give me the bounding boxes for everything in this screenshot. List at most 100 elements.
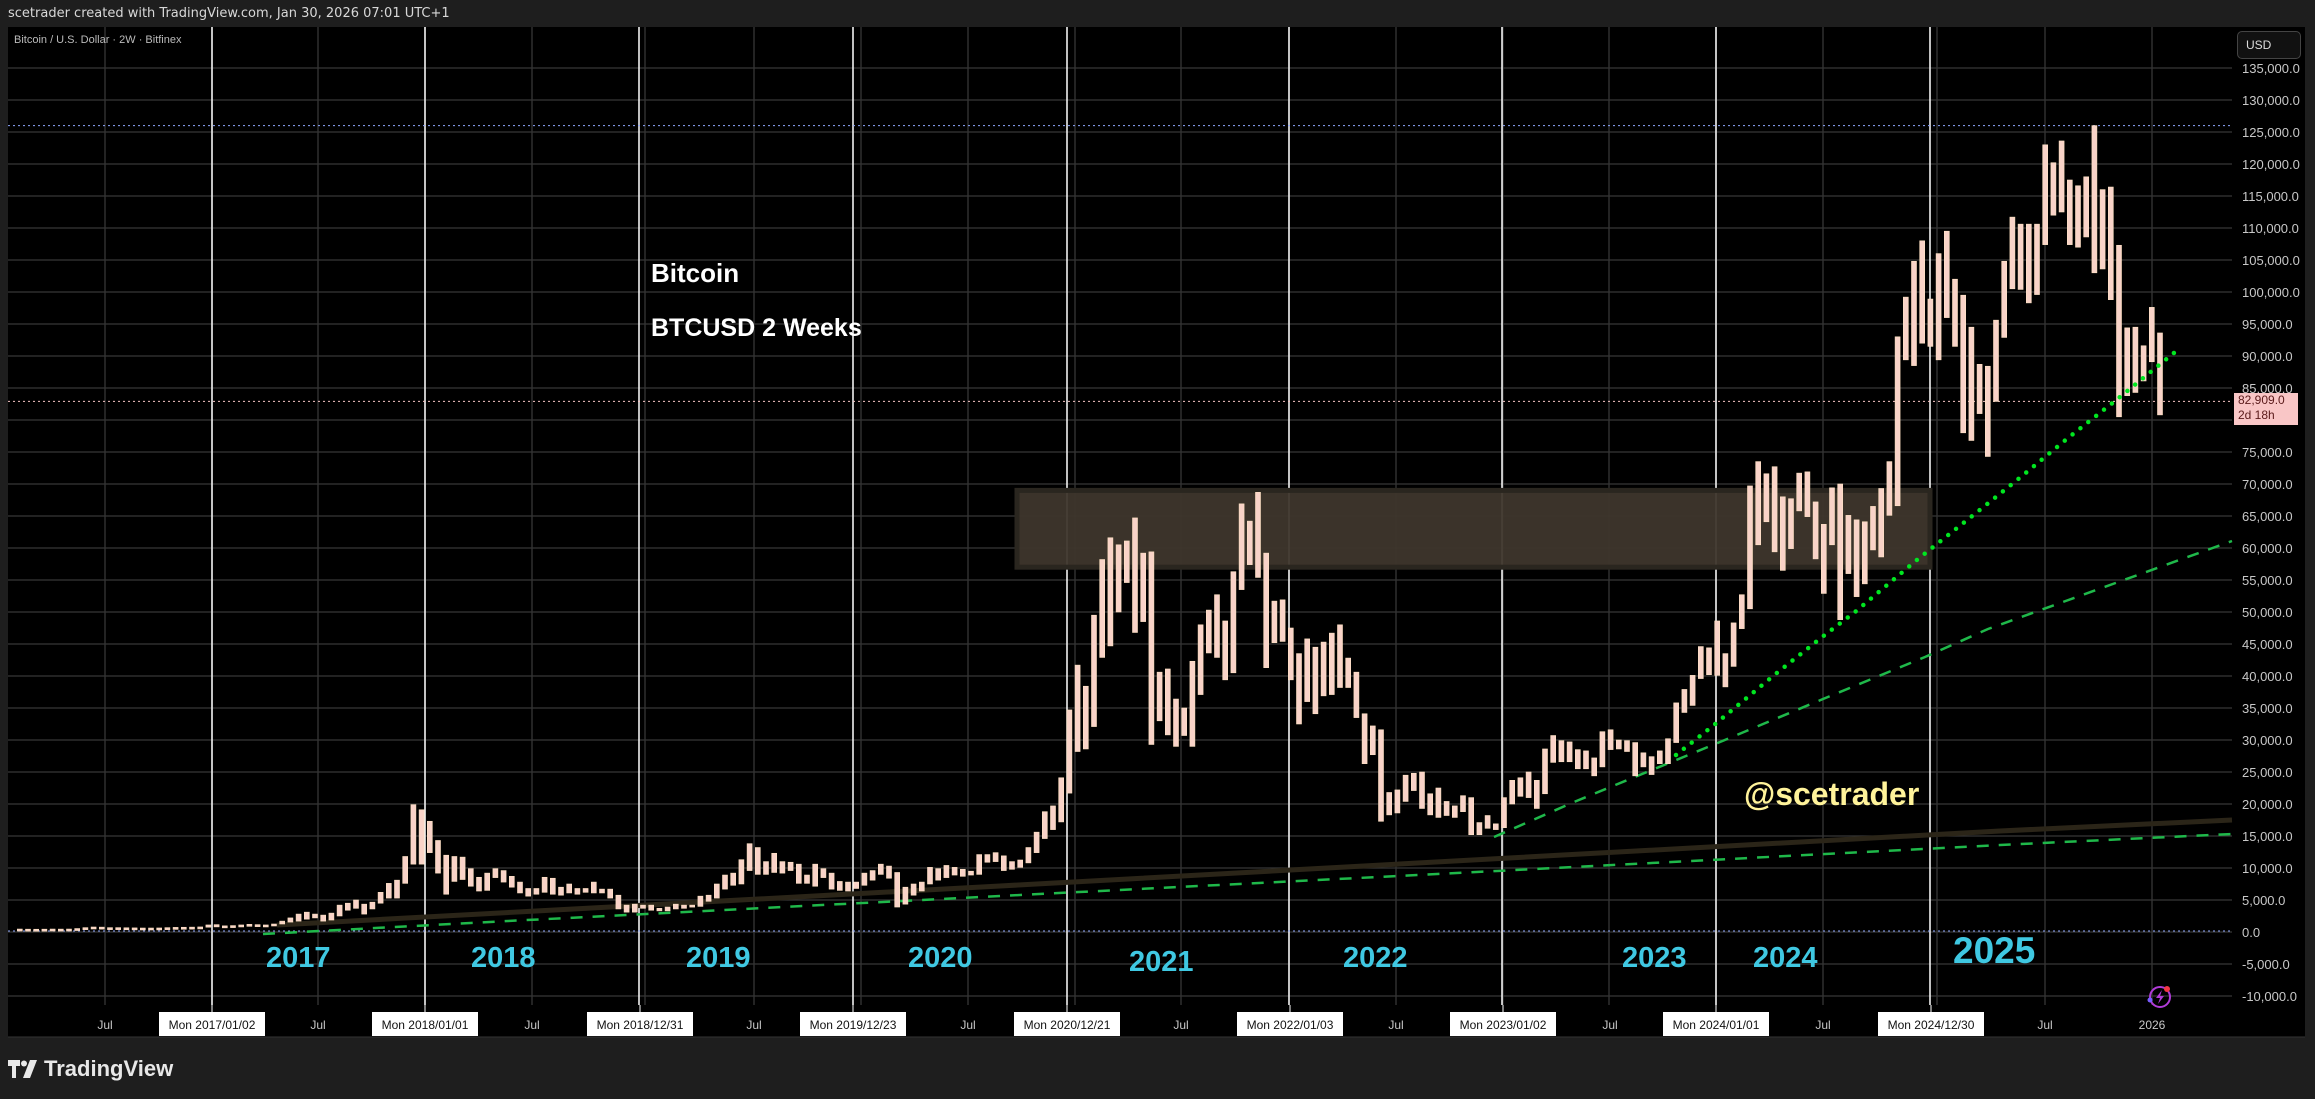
time-tick-label: Mon 2017/01/02 bbox=[169, 1018, 256, 1032]
tradingview-brand: TradingView bbox=[44, 1056, 174, 1081]
resistance-zone[interactable] bbox=[1014, 487, 1933, 570]
price-tick-label: 40,000.0 bbox=[2242, 669, 2293, 684]
time-tick-label: Mon 2022/01/03 bbox=[1247, 1018, 1334, 1032]
price-tick-label: 50,000.0 bbox=[2242, 605, 2293, 620]
price-bar bbox=[730, 872, 737, 886]
dashed-trendline[interactable] bbox=[1493, 539, 2233, 839]
price-bars bbox=[16, 125, 2163, 932]
price-bar bbox=[82, 927, 89, 930]
price-bar bbox=[1189, 660, 1196, 747]
price-bar bbox=[1689, 675, 1696, 706]
lightning-icon[interactable] bbox=[2147, 986, 2171, 1008]
chart-subtitle-annotation[interactable]: BTCUSD 2 Weeks bbox=[651, 314, 862, 342]
price-bar bbox=[123, 927, 130, 931]
price-axis-labels[interactable]: 135,000.0 130,000.0 125,000.0 120,000.0 115,… bbox=[2242, 61, 2300, 1004]
price-bar bbox=[853, 881, 860, 889]
price-bar bbox=[1460, 795, 1466, 812]
price-bar bbox=[66, 928, 72, 932]
price-bar bbox=[681, 904, 687, 909]
bar-countdown: 2d 18h bbox=[2238, 408, 2275, 422]
price-bar bbox=[230, 925, 236, 928]
price-bar bbox=[517, 881, 523, 894]
price-bar bbox=[33, 928, 40, 932]
currency-button[interactable]: USD bbox=[2237, 31, 2301, 59]
price-bar bbox=[435, 840, 441, 874]
dotted-trendline[interactable] bbox=[1673, 345, 2183, 758]
year-label-annotation[interactable]: 2017 bbox=[266, 942, 331, 974]
tradingview-logo[interactable]: TradingView bbox=[8, 1056, 173, 1082]
price-bar bbox=[1091, 614, 1097, 727]
price-bar bbox=[295, 913, 302, 922]
long-dashed-trendline[interactable] bbox=[262, 832, 2233, 936]
price-bar bbox=[1657, 750, 1663, 764]
price-bar bbox=[74, 928, 80, 931]
price-bar bbox=[664, 906, 671, 912]
time-label-box bbox=[1237, 1012, 1343, 1036]
year-label-annotation[interactable]: 2024 bbox=[1753, 942, 1818, 974]
chart-header: scetrader created with TradingView.com, … bbox=[0, 0, 2315, 27]
price-bar bbox=[1714, 620, 1720, 676]
year-label-annotation[interactable]: 2018 bbox=[471, 942, 536, 974]
year-label-annotation[interactable]: 2021 bbox=[1129, 946, 1194, 978]
time-label-box bbox=[587, 1012, 693, 1036]
price-bar bbox=[1878, 488, 1884, 558]
year-label-annotation[interactable]: 2023 bbox=[1622, 942, 1687, 974]
year-label-annotation[interactable]: 2020 bbox=[908, 942, 973, 974]
symbol-legend[interactable]: Bitcoin / U.S. Dollar · 2W · Bitfinex bbox=[14, 34, 182, 46]
price-bar bbox=[2034, 223, 2040, 295]
price-bar bbox=[1575, 749, 1581, 770]
price-tick-label: 60,000.0 bbox=[2242, 541, 2293, 556]
price-bar bbox=[344, 902, 351, 911]
price-tick-label: 35,000.0 bbox=[2242, 701, 2293, 716]
price-bar bbox=[1238, 503, 1245, 590]
time-label-box bbox=[1450, 1012, 1556, 1036]
price-tick-label: 5,000.0 bbox=[2242, 893, 2285, 908]
price-bar bbox=[1156, 671, 1163, 722]
price-tick-label: 120,000.0 bbox=[2242, 157, 2300, 172]
price-bar bbox=[1247, 520, 1253, 565]
time-axis-labels: Jul Mon 2017/01/02 Jul Mon 2018/01/01 Jul Mon… bbox=[97, 1005, 2166, 1036]
price-bar bbox=[172, 927, 179, 930]
price-bar bbox=[2050, 162, 2057, 216]
price-bar bbox=[894, 872, 901, 908]
price-bar bbox=[353, 899, 359, 909]
price-bar bbox=[1944, 230, 1950, 318]
price-bar bbox=[140, 927, 146, 931]
price-bar bbox=[25, 928, 31, 932]
price-bar bbox=[689, 904, 696, 908]
price-bar bbox=[1509, 780, 1515, 805]
price-bar bbox=[1378, 729, 1384, 822]
chart-title-annotation[interactable]: Bitcoin bbox=[651, 258, 740, 288]
time-label-box bbox=[1014, 1012, 1120, 1036]
price-bar bbox=[90, 926, 97, 930]
price-bar bbox=[1484, 815, 1491, 829]
price-bar bbox=[1050, 805, 1056, 830]
price-bar bbox=[976, 854, 983, 875]
price-bar bbox=[197, 926, 203, 930]
price-bar bbox=[1345, 657, 1351, 688]
price-bar bbox=[1821, 524, 1827, 594]
time-tick-label: Jul bbox=[97, 1018, 112, 1032]
price-bar bbox=[246, 924, 253, 927]
price-bar bbox=[935, 868, 942, 881]
time-tick-label: Mon 2019/12/23 bbox=[810, 1018, 897, 1032]
year-label-annotation[interactable]: 2019 bbox=[686, 942, 751, 974]
price-bar bbox=[2009, 216, 2016, 290]
price-bar bbox=[508, 876, 515, 888]
price-tick-label: 20,000.0 bbox=[2242, 797, 2293, 812]
faint-trendline[interactable] bbox=[276, 817, 2233, 928]
price-bar bbox=[320, 914, 327, 922]
year-label-annotation[interactable]: 2022 bbox=[1343, 942, 1408, 974]
price-bar bbox=[2067, 179, 2073, 245]
price-bar bbox=[1402, 774, 1409, 802]
price-bar bbox=[459, 856, 466, 880]
year-label-annotation[interactable]: 2025 bbox=[1953, 930, 2036, 971]
price-bar bbox=[2108, 186, 2114, 300]
price-bar bbox=[500, 870, 507, 883]
price-bar bbox=[820, 868, 827, 878]
price-bar bbox=[1919, 240, 1925, 344]
price-bar bbox=[2058, 140, 2065, 213]
price-bar bbox=[918, 881, 925, 892]
author-handle-annotation[interactable]: @scetrader bbox=[1744, 776, 1920, 812]
